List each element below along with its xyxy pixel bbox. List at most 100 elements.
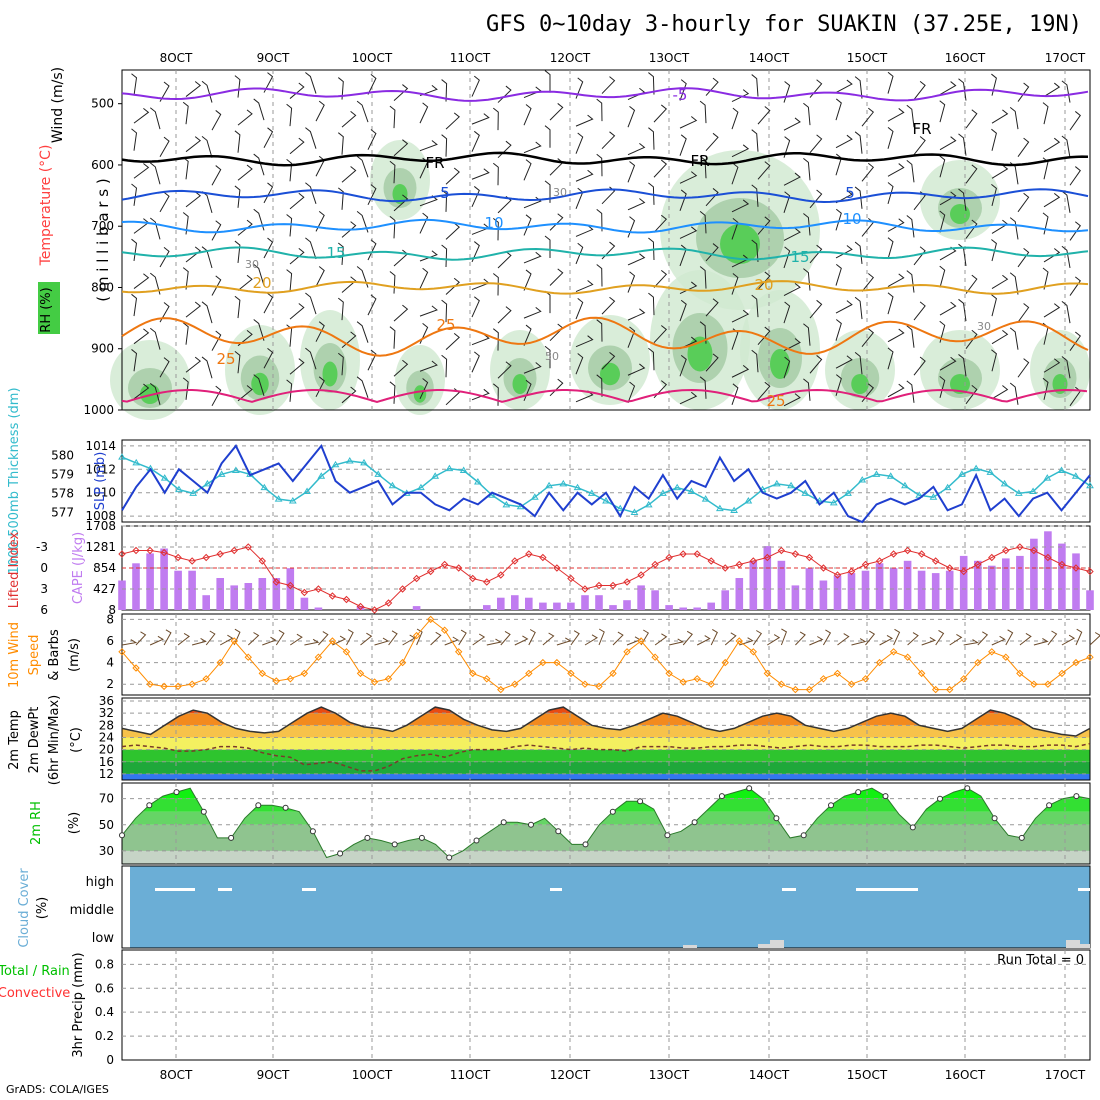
wind10m-point-60 [960, 675, 968, 683]
wind-barb-324 [835, 79, 853, 94]
wind-barb-113 [356, 211, 369, 233]
thickness-point-3 [160, 474, 169, 481]
wind-barb-95 [315, 376, 325, 398]
wind-barb-88 [305, 182, 317, 204]
wind-barb-386 [958, 133, 967, 156]
thickness-point-29 [530, 493, 539, 500]
cape-bar-42 [707, 602, 715, 610]
wind-barb-388 [958, 188, 967, 211]
thickness-point-36 [630, 508, 639, 515]
wind10m-point-43 [721, 658, 729, 667]
cape-bar-60 [959, 555, 968, 610]
contour-label-10: 20 [252, 274, 271, 292]
li-point-49 [805, 553, 814, 562]
wind-barb-266 [705, 132, 719, 152]
wind10m-point-9 [244, 653, 252, 661]
isotherm-6 [121, 316, 1089, 357]
wind-barb-160 [471, 186, 480, 208]
li-point-42 [707, 557, 715, 565]
cloud-low-segment-4 [1080, 944, 1090, 948]
wind-barb-59 [237, 385, 253, 402]
temp-tick-16: 16 [99, 755, 114, 769]
wind-barb-51 [237, 164, 253, 181]
wind-barb-241 [653, 104, 668, 123]
wind-barb-79 [286, 269, 293, 292]
wind-barb-299 [757, 381, 771, 401]
wind-barb-173 [492, 218, 499, 241]
barb10m-65 [1033, 637, 1049, 646]
wind10m-point-13 [300, 669, 309, 678]
li-point-16 [342, 595, 351, 604]
cloud-level-high: high [86, 875, 114, 890]
top-x-tick-2: 10OCT [352, 51, 393, 65]
wind-barb-81 [286, 324, 293, 347]
thickness-point-65 [1043, 474, 1052, 481]
rh-point-6 [200, 808, 207, 815]
barb10m-38 [654, 633, 668, 646]
li-point-60 [960, 567, 968, 576]
wind-barb-422 [1043, 137, 1061, 153]
barb10m-28 [514, 635, 529, 646]
li-point-5 [188, 557, 196, 565]
contour-label-15: 30 [245, 258, 259, 271]
wind-barb-37 [211, 110, 222, 131]
wind10m-point-50 [819, 675, 828, 683]
wind-barb-306 [783, 246, 791, 269]
wind-barb-221 [596, 209, 603, 232]
wind10m-point-39 [665, 669, 673, 678]
barb10m-58 [935, 629, 945, 646]
rh-point-12 [282, 804, 289, 811]
wind-barb-223 [596, 264, 603, 287]
isotherm-5 [121, 280, 1089, 295]
thickness-point-43 [730, 506, 739, 514]
wind10m-point-44 [735, 637, 743, 645]
wind-barb-132 [419, 84, 438, 97]
bottom-x-tick-4: 12OCT [550, 1068, 591, 1082]
thickness-point-68 [1086, 481, 1094, 489]
wind-barb-338 [854, 131, 863, 154]
cape-bar-57 [917, 570, 926, 610]
wind10m-point-35 [609, 669, 617, 678]
wind-barb-15 [149, 162, 161, 185]
wind-barb-432 [1061, 80, 1071, 103]
wind-barb-153 [445, 332, 460, 351]
thickness-point-47 [787, 481, 795, 489]
barb10m-40 [682, 630, 693, 646]
pressure-tick-800: 800 [91, 280, 114, 294]
wind10m-tick-6: 6 [106, 634, 114, 648]
wind-barb-316 [809, 189, 823, 209]
thickness-axis-label: 1000-500mb Thickness (dm) [7, 387, 22, 574]
wind-barb-301 [783, 117, 801, 131]
rh-point-64 [991, 815, 998, 822]
cloud-high-segment-1 [218, 888, 232, 891]
thickness-point-46 [772, 479, 781, 487]
barb10m-60 [963, 639, 979, 646]
temp-tick-12: 12 [99, 767, 114, 781]
rh-point-38 [637, 798, 644, 805]
cape-bar-64 [1016, 555, 1024, 610]
rh-point-10 [255, 802, 262, 809]
wind-barb-89 [315, 211, 325, 232]
wind-barb-120 [393, 84, 409, 101]
thickness-point-0 [118, 453, 126, 460]
thickness-point-42 [715, 504, 724, 512]
cape-bar-26 [483, 605, 491, 610]
thickness-point-8 [231, 466, 240, 474]
rh-point-44 [718, 793, 725, 800]
thickness-point-33 [587, 489, 596, 496]
rh-point-4 [173, 789, 180, 796]
temp-axis-label-b: 2m DewPt [27, 707, 42, 774]
cape-bar-50 [819, 580, 828, 610]
cloud-high-segment-5 [856, 888, 918, 891]
wind-barb-329 [835, 208, 842, 231]
li-axis-label: Lifted Index [7, 531, 22, 608]
cape-bar-63 [1002, 558, 1010, 610]
wind-barb-392 [958, 298, 967, 322]
li-point-6 [202, 553, 210, 562]
barb10m-68 [1075, 628, 1083, 646]
wind-barb-389 [965, 219, 978, 239]
thickness-point-5 [189, 489, 198, 496]
wind-barb-292 [751, 184, 759, 207]
cape-bar-34 [595, 595, 603, 610]
wind-barb-302 [783, 136, 791, 158]
